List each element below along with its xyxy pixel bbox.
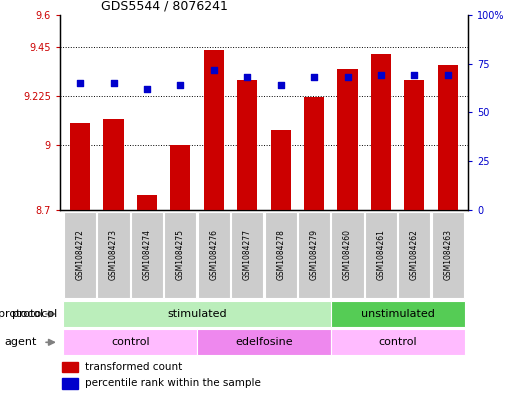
Bar bbox=[62, 378, 78, 389]
Text: GSM1084276: GSM1084276 bbox=[209, 230, 219, 280]
Text: GSM1084279: GSM1084279 bbox=[309, 230, 319, 280]
Bar bbox=[64, 212, 96, 298]
Bar bbox=[298, 212, 330, 298]
Bar bbox=[237, 80, 257, 210]
Text: stimulated: stimulated bbox=[167, 309, 227, 319]
Bar bbox=[64, 301, 331, 327]
Bar bbox=[64, 329, 197, 355]
Bar bbox=[137, 195, 157, 210]
Bar bbox=[398, 212, 430, 298]
Point bbox=[277, 82, 285, 88]
Bar bbox=[371, 54, 391, 210]
Point bbox=[176, 82, 185, 88]
Text: GSM1084261: GSM1084261 bbox=[377, 230, 385, 280]
Text: GDS5544 / 8076241: GDS5544 / 8076241 bbox=[101, 0, 228, 12]
Bar bbox=[432, 212, 464, 298]
Text: percentile rank within the sample: percentile rank within the sample bbox=[85, 378, 261, 389]
Text: GSM1084263: GSM1084263 bbox=[443, 230, 452, 280]
Bar bbox=[70, 123, 90, 210]
Point bbox=[143, 86, 151, 92]
Point bbox=[76, 80, 84, 86]
Bar bbox=[204, 50, 224, 210]
Text: agent: agent bbox=[5, 337, 37, 347]
Bar bbox=[331, 212, 364, 298]
Bar bbox=[62, 362, 78, 372]
Bar bbox=[271, 130, 291, 210]
Text: edelfosine: edelfosine bbox=[235, 337, 293, 347]
Bar bbox=[198, 212, 230, 298]
Bar bbox=[265, 212, 297, 298]
Text: GSM1084274: GSM1084274 bbox=[143, 230, 151, 280]
Bar bbox=[331, 301, 464, 327]
Text: GSM1084262: GSM1084262 bbox=[410, 230, 419, 280]
Point bbox=[410, 72, 419, 79]
Text: protocol: protocol bbox=[0, 309, 44, 319]
Point bbox=[243, 74, 251, 81]
Point bbox=[109, 80, 117, 86]
Text: unstimulated: unstimulated bbox=[361, 309, 435, 319]
Text: transformed count: transformed count bbox=[85, 362, 182, 372]
Text: GSM1084278: GSM1084278 bbox=[276, 230, 285, 280]
Bar bbox=[104, 119, 124, 210]
Bar bbox=[338, 69, 358, 210]
Bar bbox=[304, 97, 324, 210]
Text: control: control bbox=[379, 337, 417, 347]
Text: GSM1084260: GSM1084260 bbox=[343, 230, 352, 280]
Bar bbox=[331, 329, 464, 355]
Text: GSM1084277: GSM1084277 bbox=[243, 230, 252, 280]
Point bbox=[210, 66, 218, 73]
Text: protocol: protocol bbox=[12, 309, 57, 319]
Bar bbox=[170, 145, 190, 210]
Text: GSM1084272: GSM1084272 bbox=[75, 230, 85, 280]
Point bbox=[343, 74, 351, 81]
Bar bbox=[231, 212, 263, 298]
Bar bbox=[197, 329, 331, 355]
Bar bbox=[438, 65, 458, 210]
Bar bbox=[131, 212, 163, 298]
Text: control: control bbox=[111, 337, 149, 347]
Point bbox=[444, 72, 452, 79]
Bar bbox=[404, 80, 424, 210]
Point bbox=[310, 74, 318, 81]
Bar bbox=[164, 212, 196, 298]
Text: GSM1084275: GSM1084275 bbox=[176, 230, 185, 280]
Text: GSM1084273: GSM1084273 bbox=[109, 230, 118, 280]
Bar bbox=[97, 212, 130, 298]
Bar bbox=[365, 212, 397, 298]
Point bbox=[377, 72, 385, 79]
